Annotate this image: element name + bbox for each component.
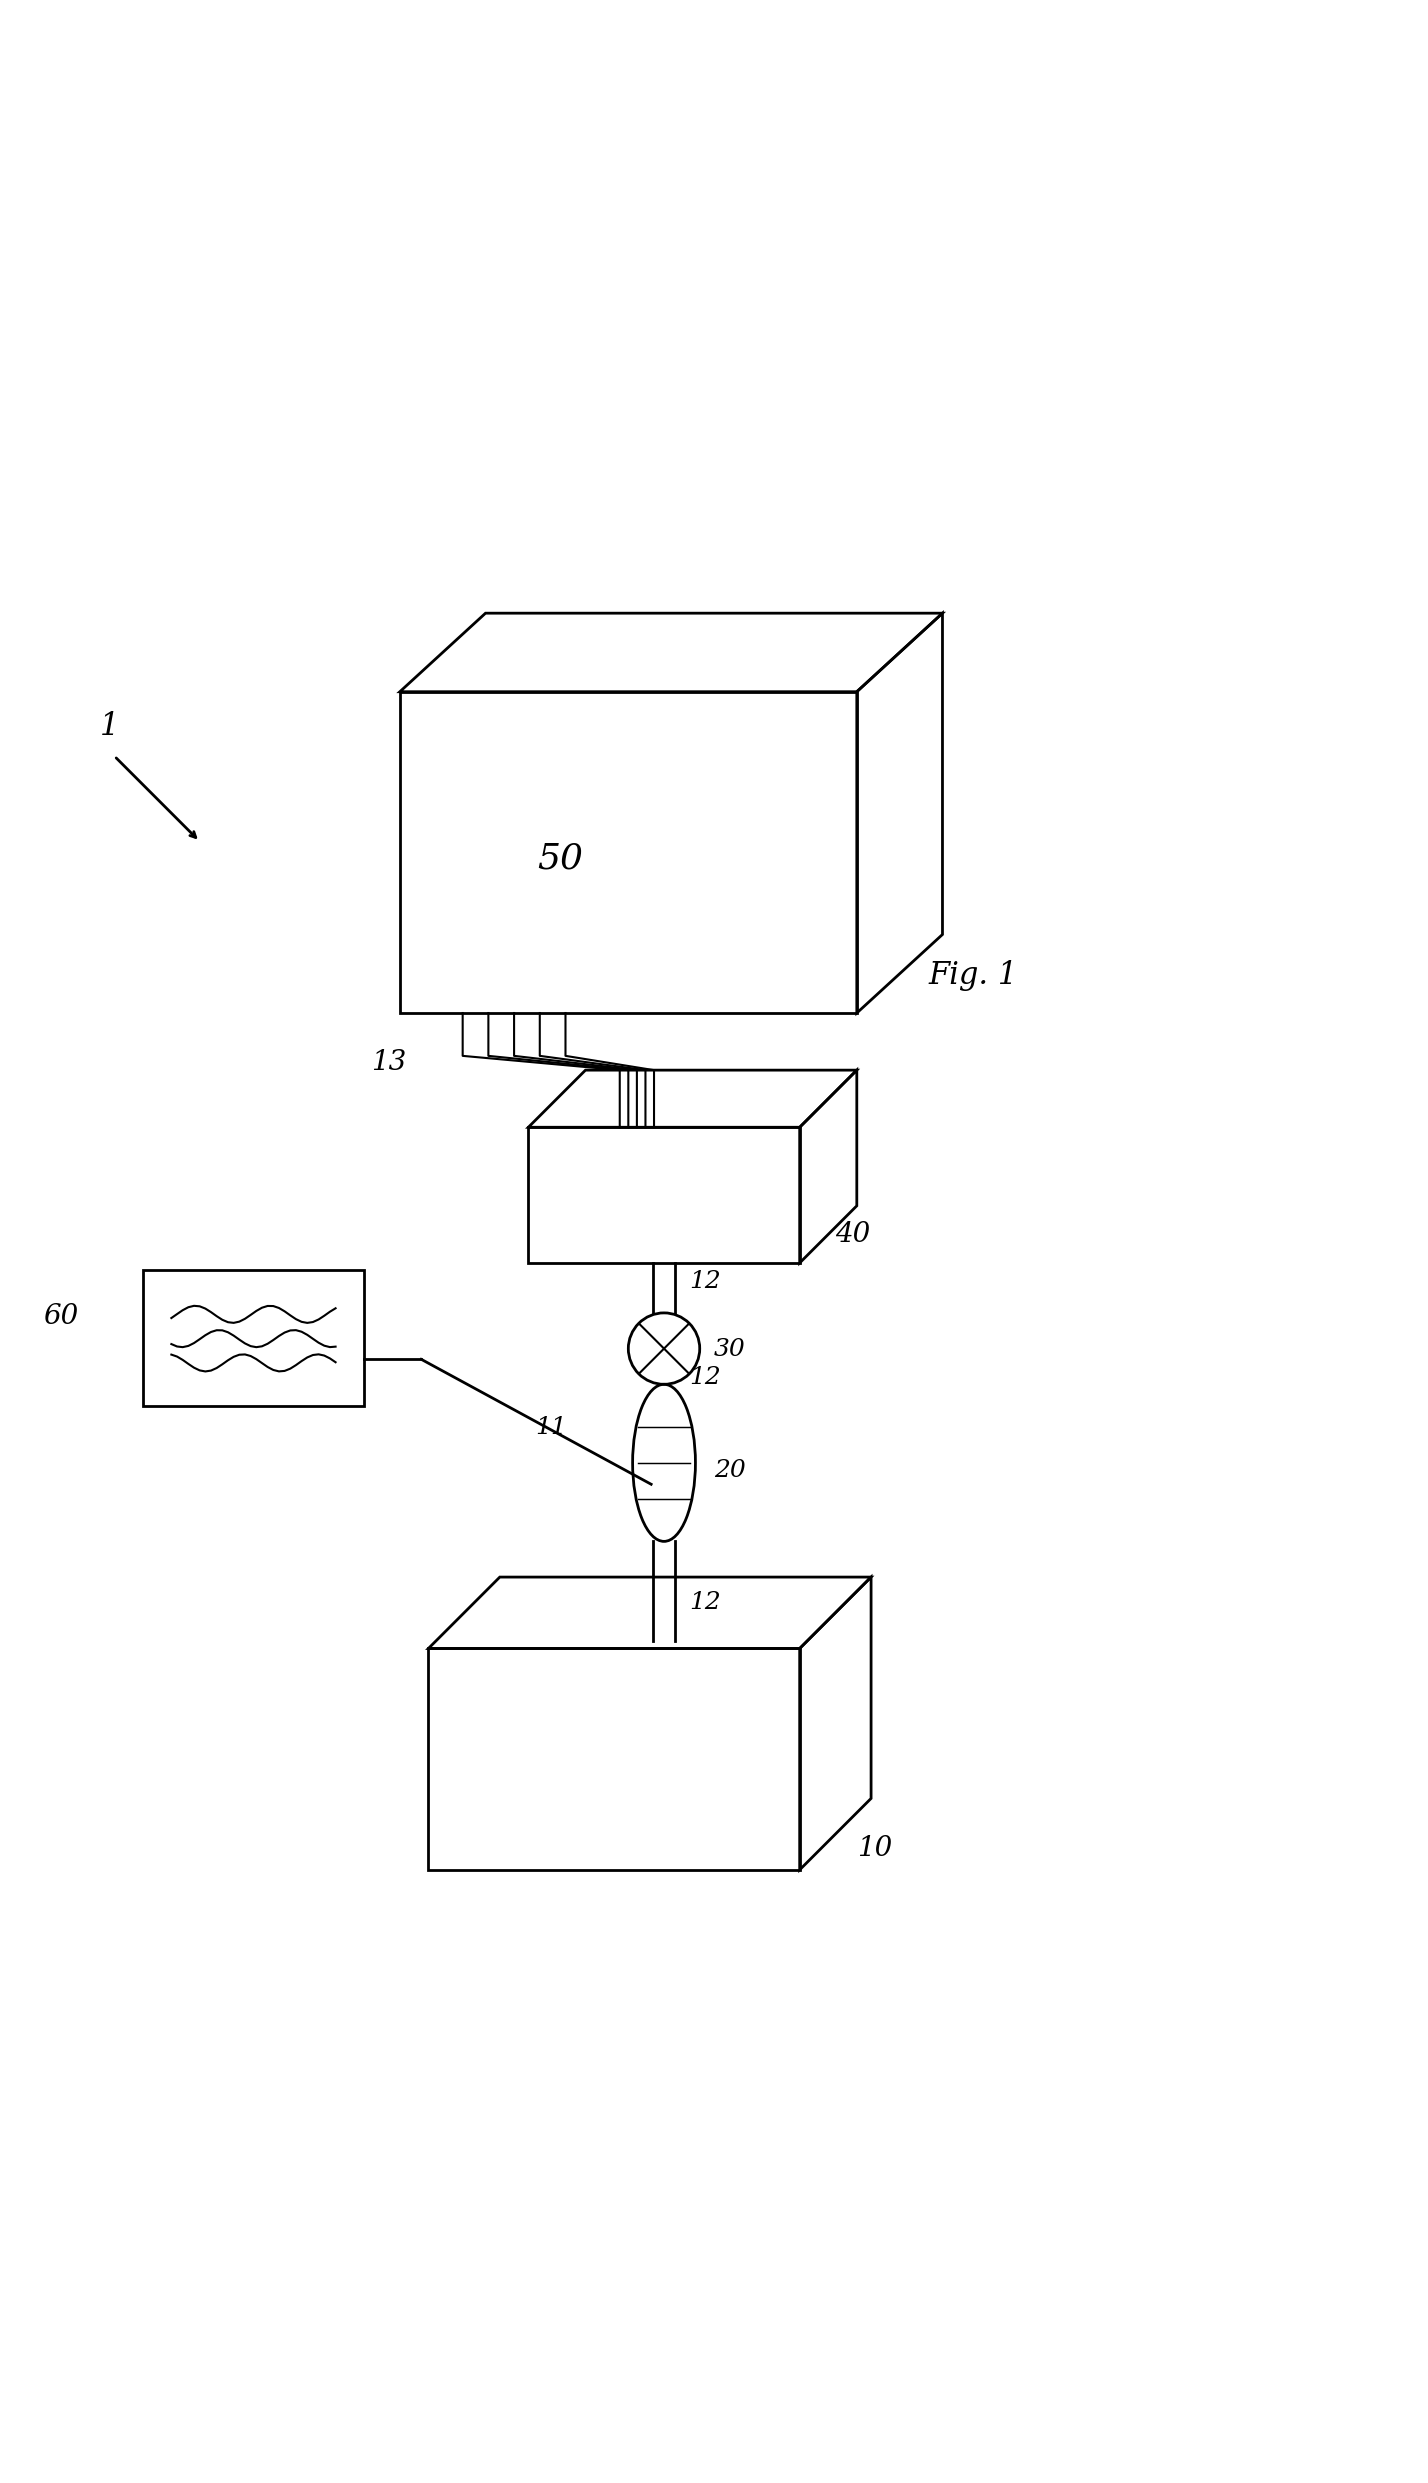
Text: 20: 20: [714, 1460, 745, 1482]
Text: 13: 13: [371, 1050, 407, 1075]
Text: 60: 60: [43, 1304, 79, 1331]
Text: 40: 40: [835, 1222, 871, 1246]
Text: Fig. 1: Fig. 1: [928, 961, 1017, 991]
Text: 1: 1: [100, 710, 120, 742]
Text: 30: 30: [714, 1338, 745, 1361]
Text: 50: 50: [537, 842, 583, 876]
Text: 12: 12: [690, 1366, 721, 1390]
Text: 12: 12: [690, 1269, 721, 1294]
Text: 12: 12: [690, 1592, 721, 1614]
Text: 10: 10: [857, 1835, 892, 1862]
Text: 11: 11: [536, 1415, 567, 1440]
